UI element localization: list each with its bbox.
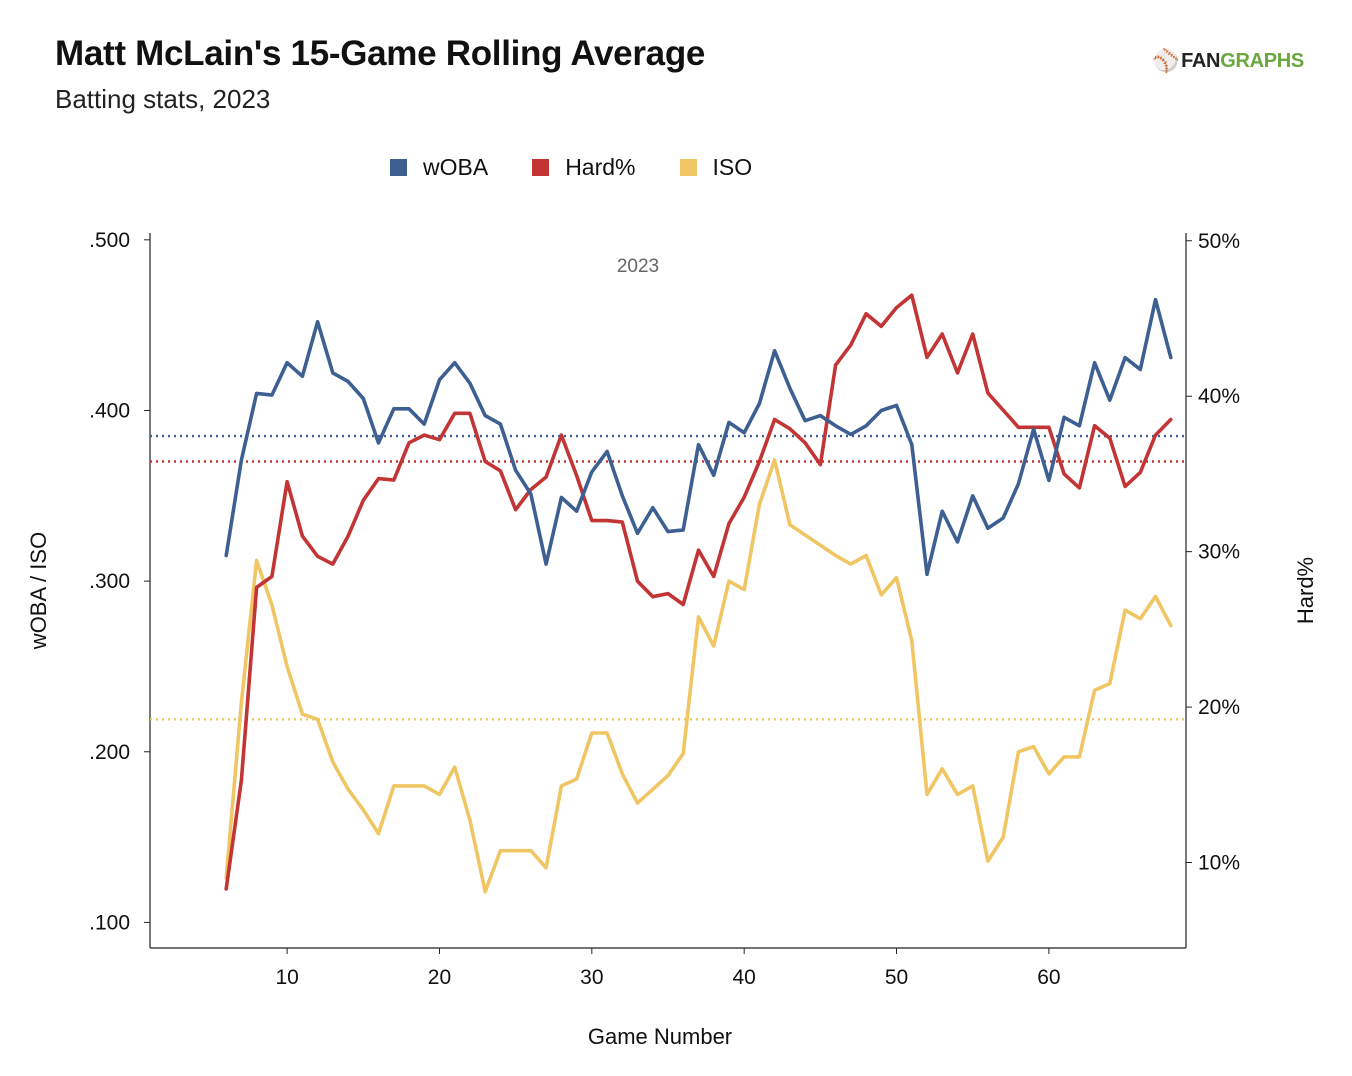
y-left-tick-label: .500 (89, 229, 130, 252)
x-tick-label: 30 (580, 966, 603, 989)
legend-label-iso: ISO (712, 154, 753, 180)
x-axis-title: Game Number (588, 1024, 732, 1049)
y-left-tick-label: .300 (89, 570, 130, 593)
chart-title: Matt McLain's 15-Game Rolling Average (55, 34, 706, 73)
season-annotation: 2023 (617, 256, 659, 277)
y-right-tick-label: 40% (1198, 385, 1240, 408)
legend-swatch-iso (679, 159, 697, 176)
legend-label-woba: wOBA (423, 154, 489, 180)
y-right-tick-label: 20% (1198, 696, 1240, 719)
y-axis-right-title: Hard% (1293, 557, 1318, 624)
y-right-tick-label: 10% (1198, 852, 1240, 875)
chart-legend: wOBA Hard% ISO (390, 154, 796, 181)
series-line-hard-pct (224, 293, 1173, 891)
legend-swatch-hard-pct (532, 159, 550, 176)
x-tick-label: 50 (885, 966, 908, 989)
y-left-tick-label: .400 (89, 399, 130, 422)
legend-item-hard-pct[interactable]: Hard% (532, 154, 636, 181)
y-left-tick-label: .200 (89, 741, 130, 764)
chart-plot-area: .100 .200 .300 .400 .500 10% 20% 30% 40% 50% 10 20 3… (26, 229, 1318, 1049)
x-tick-label: 20 (428, 966, 451, 989)
x-tick-label: 40 (732, 966, 755, 989)
series-line-iso (224, 458, 1173, 894)
legend-label-hard-pct: Hard% (565, 154, 636, 180)
legend-item-iso[interactable]: ISO (679, 154, 753, 181)
x-tick-label: 10 (275, 966, 298, 989)
y-left-tick-label: .100 (89, 911, 130, 934)
legend-swatch-woba (390, 159, 407, 176)
legend-item-woba[interactable]: wOBA (390, 154, 488, 181)
y-right-tick-label: 30% (1198, 541, 1240, 564)
y-right-tick-label: 50% (1198, 230, 1240, 253)
logo-text-graphs: GRAPHS (1220, 49, 1304, 72)
logo-text-fan: FAN (1181, 49, 1221, 72)
baseball-player-icon: ⚾ (1152, 48, 1180, 73)
x-tick-label: 60 (1037, 966, 1060, 989)
chart-subtitle: Batting stats, 2023 (55, 84, 271, 114)
series-line-woba (224, 297, 1173, 577)
fangraphs-logo[interactable]: ⚾ FAN GRAPHS (1152, 48, 1304, 74)
y-axis-left-title: wOBA / ISO (26, 532, 51, 650)
